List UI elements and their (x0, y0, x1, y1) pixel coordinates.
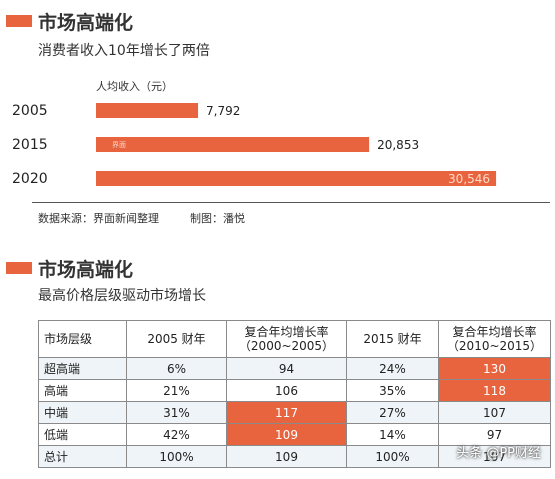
section1-rule (32, 202, 550, 203)
table-cell: 总计 (38, 445, 127, 468)
table-cell: 107 (438, 401, 551, 424)
section2-title: 市场高端化 (38, 259, 134, 281)
table-cell: 24% (346, 357, 439, 380)
data-source: 数据来源：界面新闻整理 (38, 212, 159, 225)
section2-subtitle: 最高价格层级驱动市场增长 (38, 288, 206, 304)
table-cell: 超高端 (38, 357, 127, 380)
table-cell: 6% (126, 357, 227, 380)
market-tier-table: 市场层级 2005 财年 复合年均增长率 （2000~2005） 2015 财年 复合年… (38, 320, 551, 468)
table-cell: 109 (226, 445, 347, 468)
table-cell: 100% (346, 445, 439, 468)
table-header-cell: 2015 财年 (346, 320, 439, 358)
value-label: 30,546 (448, 172, 490, 186)
income-bar (96, 137, 370, 152)
table-cell: 35% (346, 379, 439, 402)
table-header-cell: 市场层级 (38, 320, 127, 358)
table-cell: 100% (126, 445, 227, 468)
category-label: 2020 (12, 171, 48, 187)
section1-header: 市场高端化 (0, 8, 555, 34)
table-cell: 106 (226, 379, 347, 402)
value-label: 7,792 (206, 104, 240, 118)
table-cell: 27% (346, 401, 439, 424)
table-row: 低端 42% 109 14% 97 (38, 423, 551, 446)
section1-accent-bar (6, 15, 32, 27)
table-cell: 21% (126, 379, 227, 402)
chart-maker: 制图：潘悦 (190, 212, 245, 225)
income-bar (96, 103, 199, 118)
table-cell: 14% (346, 423, 439, 446)
table-header-cell: 复合年均增长率 （2010~2015） (438, 320, 551, 358)
value-label: 20,853 (377, 138, 419, 152)
table-cell: 中端 (38, 401, 127, 424)
section2-header: 市场高端化 (0, 255, 555, 281)
table-row: 超高端 6% 94 24% 130 (38, 357, 551, 380)
table-row: 高端 21% 106 35% 118 (38, 379, 551, 402)
category-label: 2015 (12, 137, 48, 153)
table-cell: 107 (438, 445, 551, 468)
income-bar (96, 171, 497, 186)
table-header-cell: 2005 财年 (126, 320, 227, 358)
table-cell: 31% (126, 401, 227, 424)
table-cell: 117 (226, 401, 347, 424)
section2-accent-bar (6, 262, 32, 274)
table-cell: 94 (226, 357, 347, 380)
brand-stamp: 界面 (112, 141, 126, 149)
table-cell: 109 (226, 423, 347, 446)
income-bar-chart: 人均收入（元） 2005 7,792 2015 20,853 2020 30,546 (12, 80, 497, 187)
section1-subtitle: 消费者收入10年增长了两倍 (38, 43, 210, 59)
table-cell: 低端 (38, 423, 127, 446)
table-cell: 118 (438, 379, 551, 402)
section1-title: 市场高端化 (38, 12, 134, 34)
table-cell: 97 (438, 423, 551, 446)
table-row: 总计 100% 109 100% 107 (38, 445, 551, 468)
table-cell: 42% (126, 423, 227, 446)
watermark-credit: 头条 @PP财经 (456, 446, 541, 461)
table-cell: 高端 (38, 379, 127, 402)
table-row: 中端 31% 117 27% 107 (38, 401, 551, 424)
table-header-row: 市场层级 2005 财年 复合年均增长率 （2000~2005） 2015 财年 复合年… (38, 320, 551, 358)
series-label: 人均收入（元） (96, 80, 173, 93)
table-cell: 130 (438, 357, 551, 380)
table-header-cell: 复合年均增长率 （2000~2005） (226, 320, 347, 358)
category-label: 2005 (12, 103, 48, 119)
